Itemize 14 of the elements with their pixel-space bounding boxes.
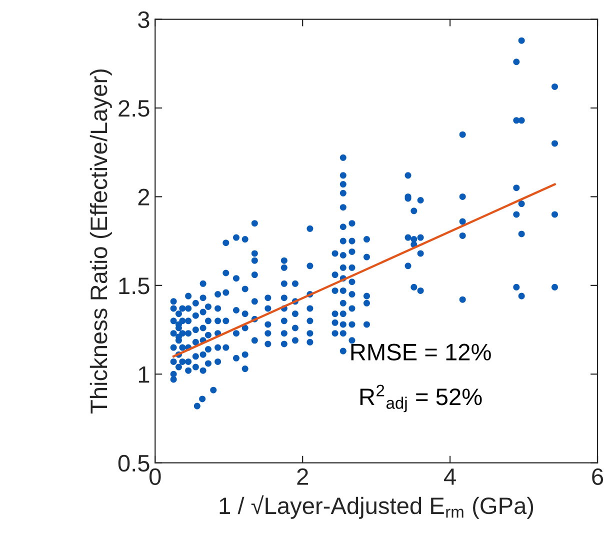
annotation: R$^{2}$$_{adj}$ = 52% — [360, 384, 482, 412]
x-tick-label: 6 — [592, 468, 604, 486]
annotation: RMSE = 12% — [351, 344, 491, 361]
y-tick-label: 0.5 — [118, 454, 150, 472]
y-tick-label: 2 — [138, 188, 150, 206]
x-tick-label: 2 — [297, 468, 308, 485]
y-tick-label: 2.5 — [118, 100, 150, 117]
x-axis-title: 1 / √Layer-Adjusted E$_{rm}$ (GPa) — [220, 495, 534, 519]
x-tick-label: 0 — [149, 468, 161, 486]
y-tick-label: 1.5 — [119, 278, 150, 294]
x-tick-label: 4 — [444, 468, 456, 485]
y-axis-title: Thickness Ratio (Effective/Layer) — [90, 70, 112, 414]
y-tick-label: 3 — [138, 11, 150, 28]
y-tick-label: 1 — [138, 366, 150, 383]
